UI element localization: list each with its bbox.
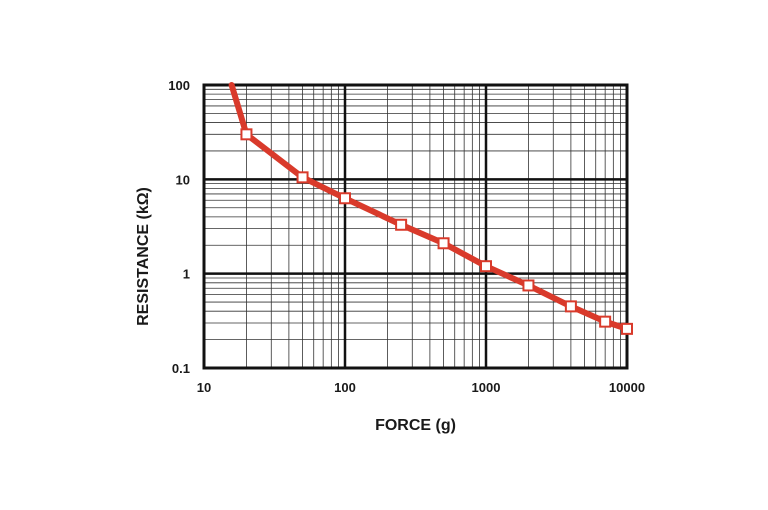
data-point-marker xyxy=(564,300,577,313)
data-point-marker xyxy=(395,218,408,231)
x-tick-label: 100 xyxy=(334,380,356,395)
plot-frame xyxy=(202,83,629,370)
data-point-marker xyxy=(522,279,535,292)
y-tick-labels: 0.1 1 10 100 xyxy=(168,78,190,376)
y-tick-label: 1 xyxy=(183,267,190,282)
y-tick-label: 100 xyxy=(168,78,190,93)
data-point-marker xyxy=(339,192,351,205)
x-axis-title: FORCE (g) xyxy=(375,417,456,434)
data-point-marker xyxy=(621,322,633,335)
series-line-extrapolated xyxy=(228,82,250,138)
minor-grid xyxy=(204,85,627,368)
x-tick-label: 10000 xyxy=(609,380,645,395)
data-point-marker xyxy=(480,260,492,273)
x-tick-label: 1000 xyxy=(472,380,501,395)
major-grid xyxy=(202,83,629,370)
y-axis-title: RESISTANCE (kΩ) xyxy=(135,187,152,326)
data-point-marker xyxy=(599,315,612,328)
series-line xyxy=(243,131,630,332)
x-tick-labels: 10 100 1000 10000 xyxy=(197,380,645,395)
x-tick-label: 10 xyxy=(197,380,211,395)
data-point-marker xyxy=(240,128,253,141)
data-point-marker xyxy=(437,237,450,250)
y-tick-label: 0.1 xyxy=(172,361,190,376)
data-series xyxy=(228,82,633,335)
data-point-marker xyxy=(296,171,309,184)
y-tick-label: 10 xyxy=(176,172,190,187)
